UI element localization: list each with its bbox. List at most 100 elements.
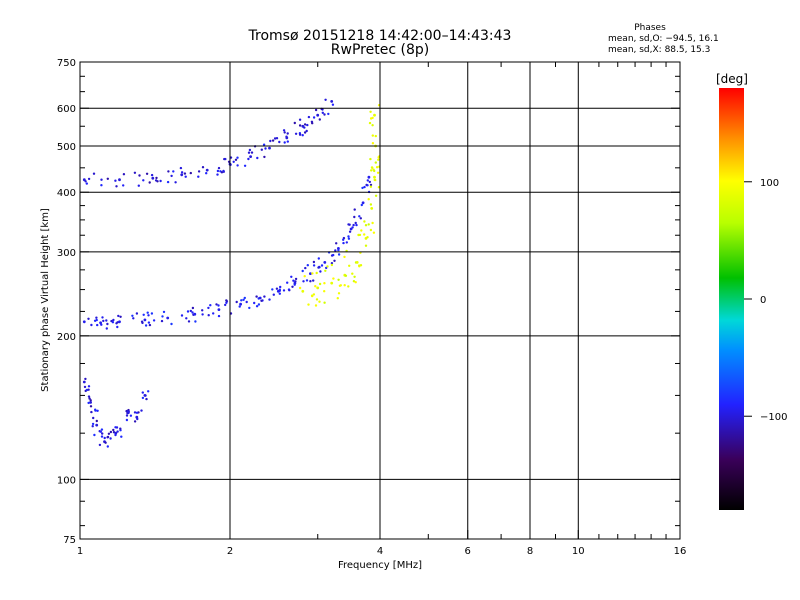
data-point: [133, 420, 137, 423]
data-point: [248, 306, 251, 310]
chart-subtitle: RwPretec (8p): [331, 42, 429, 58]
data-point: [375, 166, 379, 169]
data-point: [87, 385, 91, 388]
data-point: [275, 287, 279, 290]
gridlines: [80, 62, 680, 539]
data-point: [294, 132, 298, 135]
data-point: [95, 316, 98, 319]
data-point: [344, 274, 348, 277]
data-point: [112, 318, 115, 322]
data-point: [217, 304, 220, 307]
data-point: [355, 261, 359, 264]
colorbar-tick-label: 0: [760, 295, 766, 306]
data-point: [141, 396, 145, 400]
data-point: [143, 318, 147, 322]
data-point: [107, 432, 111, 435]
data-point: [323, 282, 326, 285]
data-point: [318, 118, 321, 121]
data-point: [205, 172, 208, 175]
data-point: [360, 229, 363, 232]
data-point: [133, 411, 137, 414]
data-point: [147, 321, 151, 324]
data-point: [337, 292, 341, 295]
data-point: [85, 182, 89, 185]
data-point: [201, 309, 204, 312]
data-point: [307, 115, 311, 119]
data-point: [103, 436, 106, 440]
data-point: [247, 157, 250, 161]
data-point: [351, 272, 354, 275]
data-point: [352, 223, 355, 227]
data-point: [220, 171, 224, 174]
data-point: [170, 174, 173, 178]
chart-title: Tromsø 20151218 14:42:00–14:43:43: [248, 28, 512, 44]
data-point: [120, 435, 123, 438]
data-point: [326, 265, 329, 268]
data-point: [292, 279, 295, 282]
data-point: [84, 180, 87, 183]
data-point: [316, 286, 320, 290]
data-point: [264, 147, 267, 150]
y-tick-label: 750: [57, 58, 76, 69]
data-point: [99, 321, 102, 325]
data-point: [354, 221, 357, 225]
data-point: [166, 180, 170, 184]
data-point: [333, 259, 336, 262]
data-point: [117, 314, 120, 318]
data-point: [179, 166, 183, 170]
y-tick-label: 300: [57, 248, 76, 259]
y-tick-label: 400: [57, 188, 76, 199]
data-point: [98, 443, 102, 447]
data-point: [338, 284, 342, 287]
colorbar-label: [deg]: [716, 72, 748, 86]
data-point: [135, 411, 139, 414]
data-point: [240, 299, 243, 302]
data-point: [309, 272, 312, 275]
data-point: [132, 317, 135, 320]
data-point: [87, 317, 90, 320]
data-point: [102, 319, 105, 323]
data-point: [314, 304, 318, 307]
data-point: [298, 124, 302, 127]
data-point: [101, 316, 104, 319]
data-point: [376, 171, 380, 174]
data-point: [352, 280, 356, 283]
info-line-x: mean, sd,X: 88.5, 15.3: [608, 45, 710, 55]
y-axis-label: Stationary phase Virtual Height [km]: [40, 208, 51, 392]
data-point: [243, 164, 247, 167]
data-point: [141, 391, 144, 394]
data-point: [135, 312, 139, 315]
data-point: [100, 184, 103, 187]
data-point: [88, 397, 91, 400]
data-point: [323, 301, 326, 304]
data-point: [369, 203, 373, 206]
data-point: [330, 100, 334, 103]
data-point: [166, 316, 170, 320]
data-point: [311, 294, 314, 298]
data-point: [106, 445, 110, 448]
data-point: [318, 300, 321, 303]
data-point: [374, 161, 377, 164]
data-point: [279, 285, 282, 289]
data-point: [370, 207, 374, 210]
data-point: [364, 224, 368, 227]
data-point: [272, 293, 275, 296]
data-point: [193, 312, 197, 316]
data-point: [315, 271, 318, 275]
data-point: [191, 311, 194, 314]
data-point: [255, 305, 259, 308]
data-point: [232, 160, 235, 163]
data-point: [306, 123, 309, 127]
data-point: [368, 180, 371, 184]
data-point: [180, 173, 184, 177]
data-point: [310, 120, 314, 124]
data-point: [194, 320, 197, 323]
data-point: [185, 317, 188, 320]
data-point: [342, 241, 345, 245]
data-point: [105, 327, 109, 330]
data-point: [363, 185, 366, 189]
data-point: [316, 113, 320, 117]
data-point: [369, 228, 373, 232]
data-point: [126, 410, 129, 413]
data-point: [320, 264, 324, 267]
